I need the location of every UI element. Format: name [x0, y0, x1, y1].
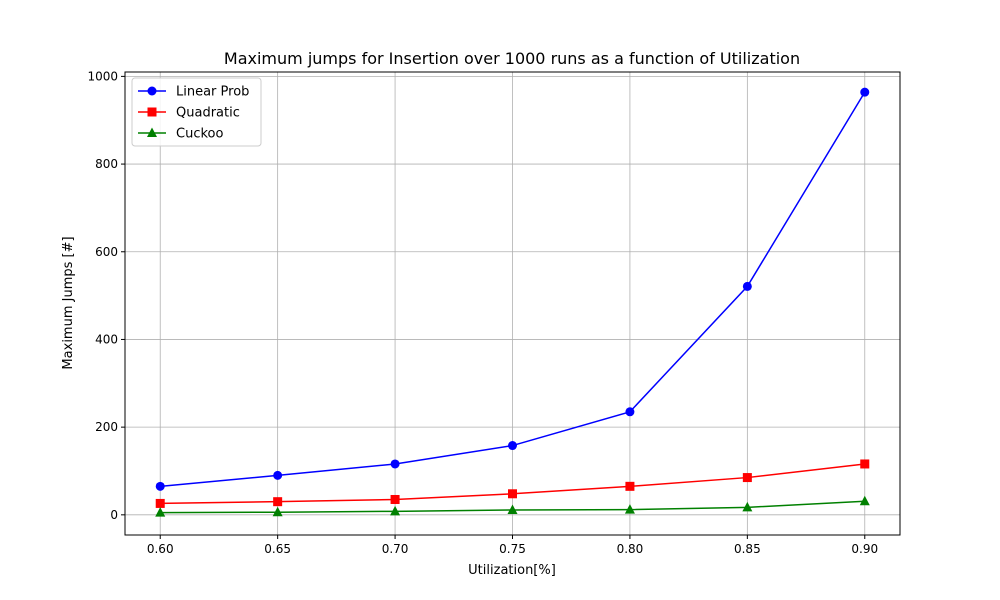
data-point-quadratic — [273, 497, 283, 507]
data-point-linear-prob — [742, 281, 752, 291]
data-point-quadratic — [625, 481, 635, 491]
data-point-cuckoo — [507, 504, 518, 515]
data-point-linear-prob — [508, 441, 517, 451]
y-tick-label: 1000 — [87, 69, 118, 83]
data-point-linear-prob — [390, 459, 400, 469]
data-point-quadratic — [860, 459, 870, 469]
data-point-quadratic — [742, 473, 752, 483]
y-tick-label: 200 — [95, 420, 118, 434]
data-point-cuckoo — [624, 504, 635, 514]
data-point-cuckoo — [272, 506, 283, 517]
y-axis-ticks: 0 200 400 600 800 1000 — [87, 69, 125, 522]
series-cuckoo — [155, 495, 870, 517]
y-tick-label: 600 — [95, 245, 118, 259]
x-tick-label: 0.70 — [382, 542, 409, 556]
data-point-quadratic — [155, 498, 165, 508]
legend-marker — [147, 86, 157, 96]
legend-item-quadratic: Quadratic — [138, 106, 240, 121]
data-point-linear-prob — [860, 87, 870, 97]
x-tick-label: 0.65 — [264, 542, 291, 556]
legend-box — [131, 77, 262, 147]
y-tick-label: 0 — [110, 508, 118, 522]
legend-marker — [147, 127, 157, 137]
y-tick-label: 400 — [95, 332, 118, 346]
y-tick-label: 800 — [95, 157, 118, 171]
legend-label: Cuckoo — [176, 127, 223, 142]
series-linear-prob — [155, 87, 870, 491]
x-axis-label: Utilization[%] — [468, 563, 556, 578]
data-point-cuckoo — [155, 507, 166, 517]
x-tick-label: 0.90 — [851, 542, 878, 556]
x-axis-ticks: 0.60 0.65 0.70 0.75 0.80 0.85 0.90 — [147, 535, 878, 556]
series-quadratic — [155, 459, 870, 508]
grid-lines — [125, 72, 900, 535]
data-point-linear-prob — [625, 407, 635, 417]
data-point-cuckoo — [859, 495, 870, 506]
data-point-linear-prob — [155, 481, 165, 491]
x-tick-label: 0.60 — [147, 542, 174, 556]
legend-item-cuckoo: Cuckoo — [138, 127, 223, 142]
x-tick-label: 0.85 — [734, 542, 761, 556]
data-point-quadratic — [508, 489, 517, 499]
chart-title: Maximum jumps for Insertion over 1000 ru… — [224, 49, 800, 68]
legend: Linear Prob Quadratic Cuckoo — [131, 77, 262, 147]
data-point-cuckoo — [742, 501, 753, 512]
data-point-quadratic — [390, 494, 400, 504]
x-tick-label: 0.80 — [617, 542, 644, 556]
x-tick-label: 0.75 — [499, 542, 526, 556]
legend-item-linear-prob: Linear Prob — [138, 85, 249, 100]
y-axis-label: Maximum Jumps [#] — [61, 236, 76, 369]
legend-label: Linear Prob — [176, 85, 249, 100]
data-point-cuckoo — [390, 505, 401, 516]
legend-marker — [147, 107, 157, 117]
series-layer — [155, 87, 870, 517]
legend-label: Quadratic — [176, 106, 240, 121]
data-point-linear-prob — [273, 470, 283, 480]
